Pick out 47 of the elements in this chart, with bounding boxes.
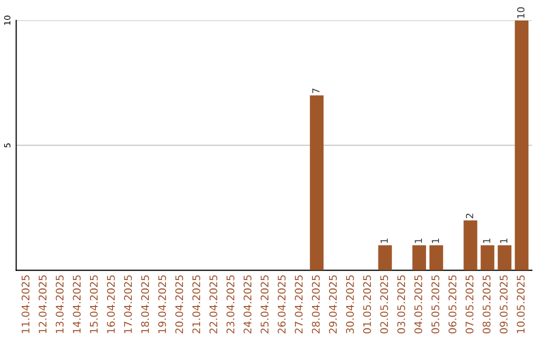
x-tick-label: 05.05.2025 (431, 275, 440, 334)
bar (498, 245, 512, 270)
x-tick-label: 20.04.2025 (175, 275, 184, 334)
x-tick-label: 22.04.2025 (209, 275, 218, 334)
x-tick-label: 03.05.2025 (397, 275, 406, 334)
data-label: 1 (500, 238, 508, 243)
bar (514, 20, 528, 270)
bar (429, 245, 444, 270)
bar (412, 245, 426, 270)
x-tick-label: 14.04.2025 (72, 275, 81, 333)
x-tick-label: 13.04.2025 (56, 275, 64, 333)
bar (378, 245, 392, 270)
x-tick-label: 11.04.2025 (22, 275, 30, 333)
x-tick-label: 09.05.2025 (500, 275, 508, 334)
data-label: 1 (483, 238, 490, 243)
x-tick-label: 17.04.2025 (124, 275, 132, 333)
x-tick-label: 25.04.2025 (260, 275, 269, 334)
x-tick-label: 16.04.2025 (106, 275, 115, 333)
x-tick-label: 21.04.2025 (192, 275, 200, 334)
x-tick-label: 04.05.2025 (414, 275, 422, 334)
x-tick-label: 02.05.2025 (380, 275, 388, 334)
x-tick-label: 27.04.2025 (294, 275, 303, 334)
x-tick-label: 30.04.2025 (346, 275, 354, 334)
x-tick-label: 19.04.2025 (158, 275, 166, 333)
x-tick-label: 07.05.2025 (466, 275, 474, 334)
data-label: 10 (517, 7, 524, 18)
data-label: 1 (432, 238, 439, 243)
x-tick-label: 06.05.2025 (448, 275, 456, 334)
bar (310, 95, 324, 270)
bar (464, 220, 478, 270)
x-tick-label: 12.04.2025 (38, 275, 47, 333)
bar (480, 245, 494, 270)
x-tick-label: 28.04.2025 (312, 275, 320, 334)
x-tick-label: 15.04.2025 (90, 275, 98, 333)
data-label: 1 (414, 238, 422, 243)
x-tick-label: 26.04.2025 (278, 275, 286, 334)
x-tick-label: 29.04.2025 (328, 275, 337, 334)
x-tick-label: 01.05.2025 (363, 275, 371, 334)
data-label: 7 (312, 88, 320, 94)
x-tick-label: 24.04.2025 (244, 275, 252, 334)
x-tick-label: 08.05.2025 (482, 275, 491, 334)
data-label: 2 (466, 214, 474, 218)
data-label: 1 (380, 238, 388, 243)
x-tick-label: 18.04.2025 (141, 275, 149, 333)
x-tick-label: 10.05.2025 (516, 275, 525, 333)
y-tick-label: 5 (4, 143, 10, 148)
x-tick-label: 23.04.2025 (226, 275, 234, 334)
